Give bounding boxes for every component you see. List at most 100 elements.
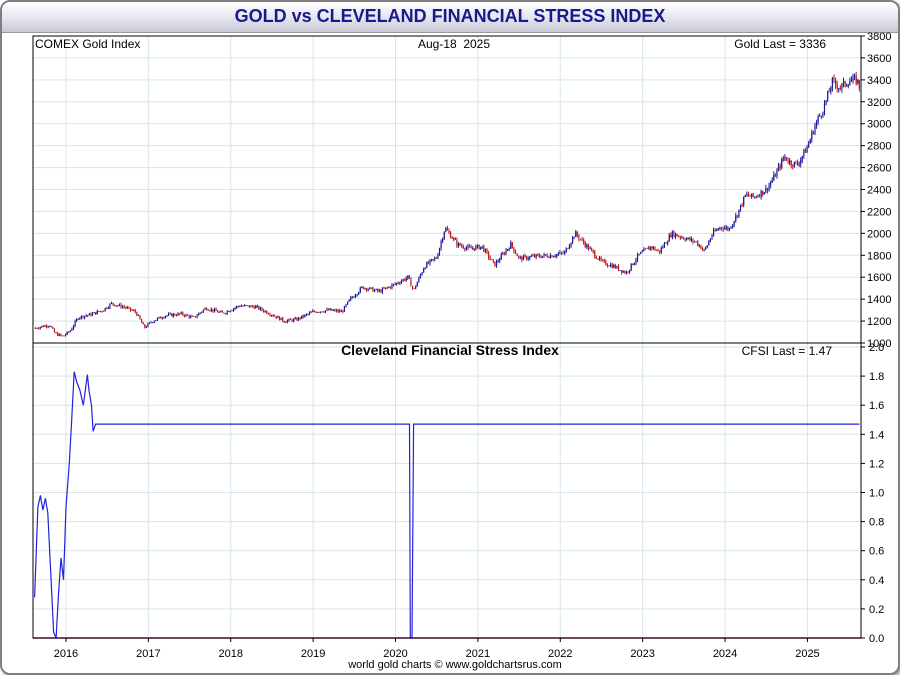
gold-candle-body bbox=[708, 241, 710, 246]
gold-candle-body bbox=[291, 319, 293, 322]
gold-candle-body bbox=[579, 239, 582, 240]
gold-candle-body bbox=[364, 288, 366, 289]
gold-candle-body bbox=[359, 287, 361, 293]
gold-candle-body bbox=[670, 234, 672, 237]
footer-credit: world gold charts © www.goldchartsrus.co… bbox=[347, 659, 562, 671]
gold-candle-body bbox=[594, 251, 596, 258]
gold-candle-body bbox=[242, 306, 244, 307]
gold-candle-body bbox=[733, 221, 735, 225]
gold-candle-body bbox=[350, 297, 352, 300]
gold-candle-body bbox=[41, 325, 43, 328]
gold-candle-body bbox=[823, 103, 826, 114]
gold-candle-body bbox=[583, 239, 585, 243]
gold-candle-body bbox=[700, 245, 702, 249]
gold-candle-body bbox=[505, 250, 507, 255]
gold-candle-body bbox=[855, 75, 857, 84]
gold-candle-body bbox=[194, 316, 197, 318]
gold-candle-body bbox=[811, 132, 813, 140]
gold-candle-body bbox=[169, 313, 171, 315]
gold-candle-body bbox=[177, 313, 179, 316]
gold-candle-body bbox=[592, 249, 594, 252]
gold-candle-body bbox=[215, 309, 217, 312]
cfsi-tick-label: 1.4 bbox=[869, 429, 884, 441]
gold-candle-body bbox=[175, 315, 178, 317]
gold-candle-body bbox=[435, 258, 437, 259]
gold-candle-body bbox=[806, 147, 808, 153]
gold-candle-body bbox=[64, 334, 67, 336]
gold-candle-body bbox=[299, 317, 301, 319]
gold-candle-body bbox=[156, 318, 159, 321]
gold-candle-body bbox=[674, 233, 677, 237]
gold-candle-body bbox=[590, 248, 593, 250]
gold-candle-body bbox=[613, 265, 615, 268]
year-tick-label: 2025 bbox=[795, 648, 819, 660]
gold-candle-body bbox=[453, 238, 455, 240]
gold-candle-body bbox=[751, 193, 753, 197]
gold-candle-body bbox=[616, 266, 618, 269]
gold-candle-body bbox=[280, 317, 282, 321]
gold-candle-body bbox=[827, 91, 829, 101]
gold-candle-body bbox=[354, 295, 357, 298]
gold-candle-body bbox=[209, 310, 211, 312]
gold-candle-body bbox=[546, 255, 548, 258]
gold-candle-body bbox=[275, 316, 277, 319]
gold-candle-body bbox=[285, 322, 287, 323]
gold-candle-body bbox=[716, 229, 718, 231]
gold-candle-body bbox=[796, 162, 799, 165]
gold-candle-body bbox=[556, 254, 558, 257]
gold-candle-body bbox=[564, 251, 566, 254]
gold-candle-body bbox=[481, 245, 483, 247]
cfsi-tick-label: 0.4 bbox=[869, 575, 884, 587]
gold-candle-body bbox=[765, 187, 767, 193]
gold-candle-body bbox=[758, 195, 761, 197]
gold-candle-body bbox=[831, 78, 834, 89]
gold-candle-body bbox=[576, 231, 578, 236]
gold-candle-body bbox=[819, 115, 821, 117]
gold-candle-body bbox=[516, 253, 518, 257]
gold-candle-body bbox=[256, 306, 258, 307]
gold-candle-body bbox=[366, 288, 368, 291]
gold-candle-body bbox=[526, 256, 528, 260]
gold-candle-body bbox=[724, 228, 726, 230]
gold-candle-body bbox=[375, 289, 377, 290]
gold-candle-body bbox=[232, 308, 235, 311]
gold-candle-body bbox=[258, 306, 260, 310]
gold-tick-label: 3400 bbox=[867, 75, 891, 87]
gold-candle-body bbox=[668, 234, 670, 242]
gold-candle-body bbox=[416, 282, 418, 287]
gold-candle-body bbox=[468, 245, 471, 248]
gold-candle-body bbox=[812, 132, 815, 134]
gold-candle-body bbox=[621, 270, 623, 273]
gold-candle-body bbox=[610, 264, 612, 267]
gold-candle-body bbox=[50, 326, 52, 328]
gold-candle-body bbox=[413, 288, 415, 289]
gold-candle-body bbox=[88, 313, 90, 316]
gold-tick-label: 1800 bbox=[867, 250, 891, 262]
gold-candle-body bbox=[727, 227, 729, 230]
gold-candle-body bbox=[793, 161, 795, 167]
gold-candle-body bbox=[305, 314, 308, 316]
gold-candle-body bbox=[849, 81, 851, 86]
gold-candle-body bbox=[682, 237, 685, 240]
gold-candle-body bbox=[220, 311, 222, 313]
gold-candle-body bbox=[95, 312, 97, 315]
gold-tick-label: 2600 bbox=[867, 163, 891, 175]
gold-candle-body bbox=[622, 271, 624, 273]
gold-candle-body bbox=[538, 254, 540, 257]
gold-candle-body bbox=[210, 309, 212, 311]
gold-candle-body bbox=[643, 249, 645, 252]
gold-candle-body bbox=[619, 270, 621, 271]
gold-candle-body bbox=[557, 253, 559, 255]
gold-candle-body bbox=[228, 311, 230, 312]
gold-candle-body bbox=[373, 289, 376, 292]
year-tick-label: 2020 bbox=[383, 648, 407, 660]
gold-candle-body bbox=[278, 316, 281, 321]
gold-candle-body bbox=[201, 311, 203, 313]
year-tick-label: 2024 bbox=[713, 648, 737, 660]
gold-candle-body bbox=[478, 245, 480, 250]
gold-candle-body bbox=[782, 158, 784, 160]
gold-candle-body bbox=[76, 319, 78, 322]
gold-candle-body bbox=[638, 253, 640, 255]
gold-candle-body bbox=[183, 314, 186, 317]
gold-candle-body bbox=[814, 125, 816, 134]
